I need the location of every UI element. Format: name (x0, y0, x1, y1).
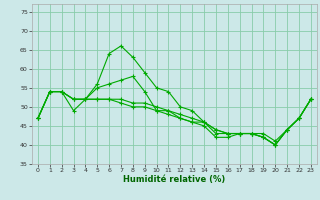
X-axis label: Humidité relative (%): Humidité relative (%) (123, 175, 226, 184)
